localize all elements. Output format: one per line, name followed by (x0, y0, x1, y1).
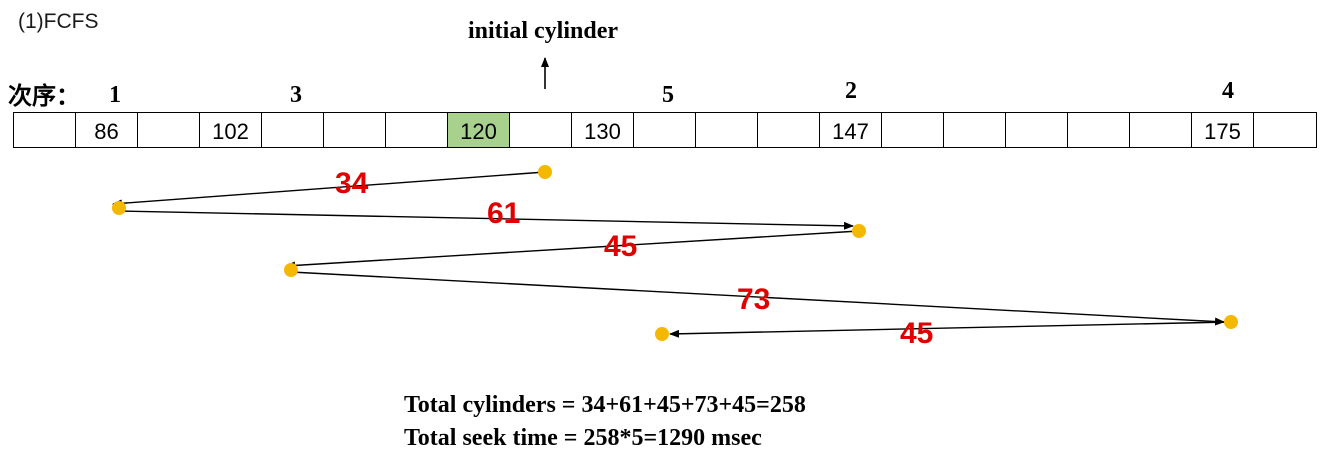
cylinder-strip: 86 102 120 130 147 175 (13, 112, 1317, 148)
cylinder-cell: 175 (1192, 113, 1254, 147)
seek-arrow (285, 230, 860, 270)
seek-distance-label: 45 (604, 230, 638, 263)
seek-distance-label: 45 (900, 317, 934, 350)
order-number: 5 (662, 82, 674, 108)
end-point (655, 327, 669, 341)
cylinder-cell: 147 (820, 113, 882, 147)
cylinder-cell (1130, 113, 1192, 147)
cylinder-cell (1068, 113, 1130, 147)
cylinder-cell (386, 113, 448, 147)
cylinder-cell (14, 113, 76, 147)
start-point (538, 165, 552, 179)
seek-distance-label: 73 (737, 283, 771, 316)
seek-arrow (290, 271, 1225, 326)
cylinder-cell (1006, 113, 1068, 147)
cylinder-cell (758, 113, 820, 147)
seek-point (284, 263, 298, 277)
seek-arrow (118, 210, 854, 230)
cylinder-cell: 102 (200, 113, 262, 147)
seek-distance-label: 61 (487, 197, 521, 230)
cylinder-cell (882, 113, 944, 147)
cylinder-cell (696, 113, 758, 147)
cylinder-cell (138, 113, 200, 147)
order-number: 4 (1222, 78, 1234, 104)
total-cylinders-text: Total cylinders = 34+61+45+73+45=258 (404, 392, 806, 418)
seek-point (852, 224, 866, 238)
cylinder-cell (262, 113, 324, 147)
seek-point (1224, 315, 1238, 329)
seek-arrow (112, 171, 546, 208)
seek-point (112, 201, 126, 215)
diagram-heading: (1)FCFS (18, 10, 99, 33)
seek-distance-label: 34 (335, 167, 369, 200)
order-number: 2 (845, 78, 857, 104)
order-label: 次序： (8, 82, 80, 110)
cylinder-cell: 130 (572, 113, 634, 147)
initial-cylinder-label: initial cylinder (468, 18, 618, 44)
cylinder-cell (634, 113, 696, 147)
initial-cylinder-cell: 120 (448, 113, 510, 147)
total-seek-time-text: Total seek time = 258*5=1290 msec (404, 425, 762, 451)
cylinder-cell: 86 (76, 113, 138, 147)
cylinder-cell (944, 113, 1006, 147)
order-number: 1 (109, 82, 121, 108)
cylinder-cell (324, 113, 386, 147)
seek-arrow (669, 321, 1231, 338)
order-number: 3 (290, 82, 302, 108)
cylinder-cell (510, 113, 572, 147)
